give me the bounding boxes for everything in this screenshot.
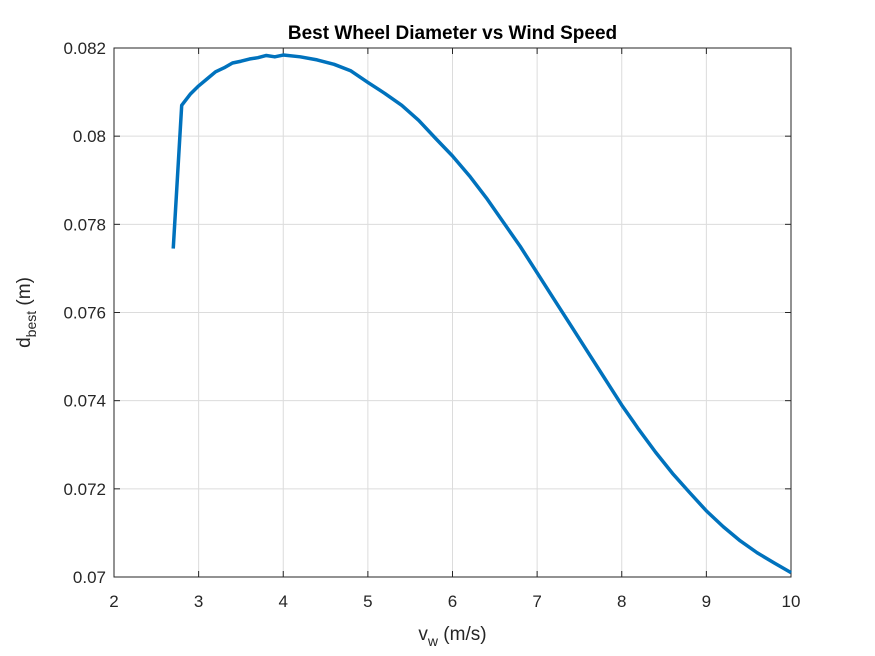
y-axis-label-unit: (m) (14, 277, 35, 311)
y-tick-label: 0.082 (63, 39, 106, 58)
series-line (171, 53, 792, 575)
x-tick-label: 5 (363, 592, 372, 611)
y-tick-label: 0.078 (63, 215, 106, 234)
x-axis-label: vw (m/s) (418, 624, 486, 649)
x-axis-label-unit: (m/s) (438, 624, 487, 645)
y-tick-label: 0.072 (63, 480, 106, 499)
y-axis-label-subscript: best (23, 311, 39, 338)
y-axis-label-main: d (14, 337, 35, 348)
x-axis: 2 3 4 5 6 7 8 9 10 (109, 48, 800, 611)
y-tick-label: 0.074 (63, 392, 106, 411)
x-tick-label: 10 (782, 592, 801, 611)
y-axis: 0.07 0.072 0.074 0.076 0.078 0.08 0.082 (63, 39, 791, 587)
y-tick-label: 0.08 (73, 127, 106, 146)
x-tick-label: 6 (448, 592, 457, 611)
y-axis-label: dbest (m) (14, 277, 39, 348)
x-tick-label: 9 (702, 592, 711, 611)
x-axis-label-subscript: w (427, 633, 439, 649)
chart-title: Best Wheel Diameter vs Wind Speed (288, 23, 617, 44)
series-group (171, 53, 792, 575)
x-tick-label: 7 (532, 592, 541, 611)
x-tick-label: 3 (194, 592, 203, 611)
x-tick-label: 4 (279, 592, 288, 611)
grid-lines (113, 47, 792, 578)
x-tick-label: 8 (617, 592, 626, 611)
y-tick-label: 0.07 (73, 568, 106, 587)
y-tick-label: 0.076 (63, 304, 106, 323)
x-tick-label: 2 (109, 592, 118, 611)
x-axis-label-main: v (418, 624, 428, 645)
